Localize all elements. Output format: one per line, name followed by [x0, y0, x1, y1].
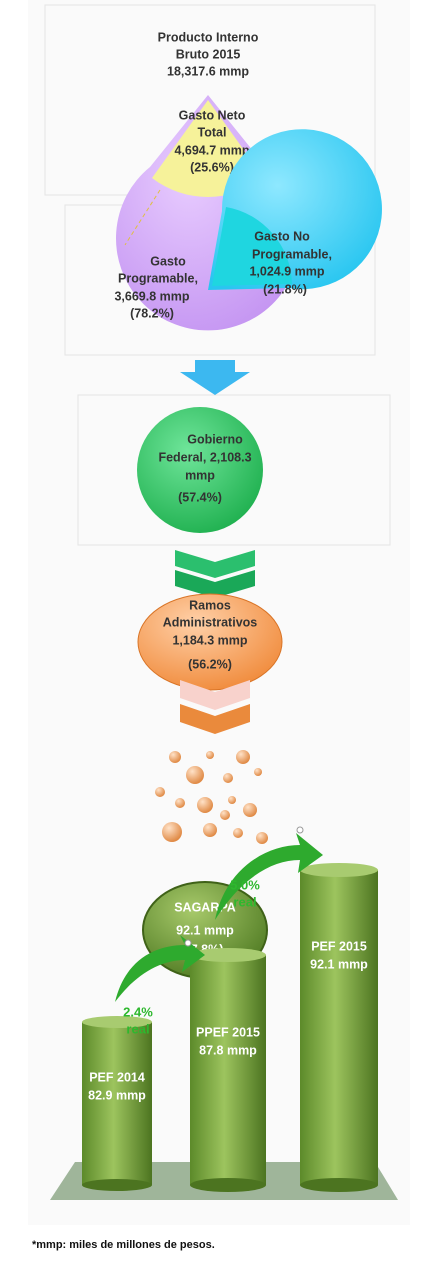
label: Federal, 2,108.3: [158, 450, 251, 464]
label: Programable,: [118, 271, 198, 285]
label: Gasto: [150, 254, 186, 268]
label: (78.2%): [130, 306, 174, 320]
label: Producto Interno: [158, 30, 259, 44]
label: 1,184.3 mmp: [172, 633, 247, 647]
label: PEF 2014: [89, 1070, 145, 1084]
footnote: *mmp: miles de millones de pesos.: [32, 1239, 215, 1251]
label: 4,694.7 mmp: [174, 143, 249, 157]
label: Gobierno: [187, 432, 243, 446]
infographic: Producto Interno Bruto 2015 18,317.6 mmp…: [0, 0, 422, 1263]
label: 3,669.8 mmp: [114, 289, 189, 303]
label: (25.6%): [190, 160, 234, 174]
label: 18,317.6 mmp: [167, 64, 249, 78]
label: Total: [198, 125, 227, 139]
label: Ramos: [189, 598, 231, 612]
label: 1,024.9 mmp: [249, 264, 324, 278]
label: (57.4%): [178, 490, 222, 504]
label: 87.8 mmp: [199, 1043, 257, 1057]
label: Programable,: [252, 247, 332, 261]
label: 5.0%: [230, 877, 260, 892]
label: Bruto 2015: [176, 47, 241, 61]
label: 92.1 mmp: [176, 923, 234, 937]
label: Administrativos: [163, 615, 258, 629]
label: PPEF 2015: [196, 1025, 260, 1039]
label: (56.2%): [188, 657, 232, 671]
label: real: [126, 1021, 149, 1036]
label: Gasto No: [254, 229, 310, 243]
label: Gasto Neto: [179, 108, 246, 122]
label: 92.1 mmp: [310, 957, 368, 971]
label: (21.8%): [263, 282, 307, 296]
dot: [185, 940, 191, 946]
label: real: [233, 894, 256, 909]
dot: [297, 827, 303, 833]
label: 2.4%: [123, 1004, 153, 1019]
label: PEF 2015: [311, 939, 367, 953]
label: 82.9 mmp: [88, 1088, 146, 1102]
label: mmp: [185, 468, 215, 482]
